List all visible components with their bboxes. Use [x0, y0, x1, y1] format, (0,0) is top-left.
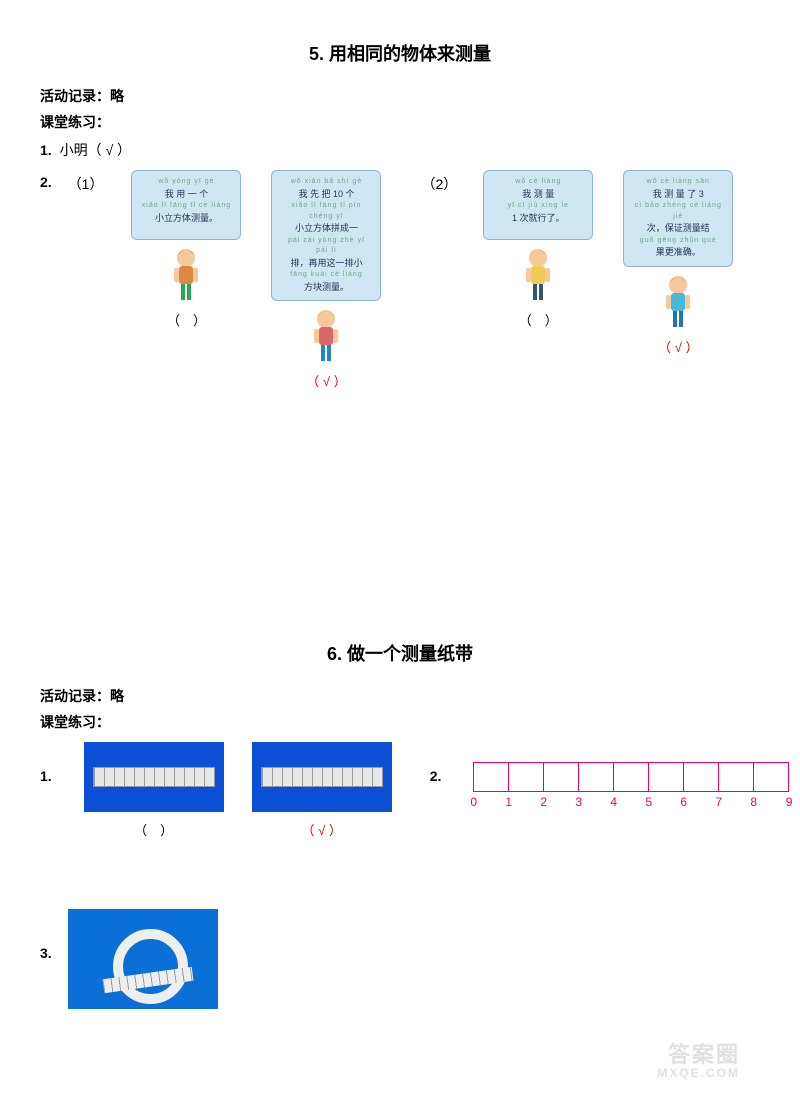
child-icon [518, 246, 558, 306]
tick-label: 4 [610, 795, 617, 809]
child-icon [166, 246, 206, 306]
q6-3-row: 3. [40, 909, 760, 1009]
tape-thumb [68, 909, 218, 1009]
number-line: 0123456789 [473, 762, 789, 792]
speech-bubble: wǒ xiān bǎ shí gè我 先 把 10 个xiǎo lì fāng … [271, 170, 381, 301]
speech-bubble: wǒ cè liáng我 测 量yī cì jiù xíng le1 次就行了。 [483, 170, 593, 240]
numberline-cell: 3 [579, 762, 614, 792]
ruler-thumb-a [84, 742, 224, 812]
ruler-mark-a: （ ） [134, 820, 173, 839]
q5-2-row: 2. （1） wǒ yòng yī gè我 用 一 个xiǎo lì fāng … [40, 170, 760, 390]
tick-label: 0 [470, 795, 477, 809]
child-block: wǒ yòng yī gè我 用 一 个xiǎo lì fāng tǐ cè l… [121, 170, 251, 329]
q5-1: 1. 小明（ √ ） [40, 140, 760, 160]
q5-2-sub2: （2） [421, 174, 457, 194]
tick-label: 2 [540, 795, 547, 809]
numberline-cell: 7 [719, 762, 754, 792]
child-icon [306, 307, 346, 367]
speech-bubble: wǒ yòng yī gè我 用 一 个xiǎo lì fāng tǐ cè l… [131, 170, 241, 240]
tape-roll-icon [103, 929, 183, 989]
numberline-cell: 0 [473, 762, 509, 792]
section5-title: 5. 用相同的物体来测量 [40, 40, 760, 66]
answer-mark: （ ） [167, 310, 206, 329]
speech-bubble: wǒ cè liáng sān我 测 量 了 3cì bǎo zhèng cè … [623, 170, 733, 267]
practice-label-6: 课堂练习： [40, 712, 760, 732]
ruler-mark-b: （ √ ） [302, 820, 342, 839]
watermark: 答案圈 MXQE.COM [657, 1043, 740, 1080]
answer-mark: （ ） [519, 310, 558, 329]
record-value: 略 [110, 88, 124, 104]
watermark-line2: MXQE.COM [657, 1067, 740, 1080]
record-line-5: 活动记录：略 [40, 86, 760, 106]
record-line-6: 活动记录：略 [40, 686, 760, 706]
watermark-line1: 答案圈 [657, 1043, 740, 1067]
record-label: 活动记录： [40, 88, 110, 104]
practice-label-5: 课堂练习： [40, 112, 760, 132]
q6-3-num: 3. [40, 945, 52, 961]
ruler-option-b: （ √ ） [252, 742, 392, 839]
section6-title: 6. 做一个测量纸带 [40, 640, 760, 666]
numberline-cell: 4 [614, 762, 649, 792]
q6-1-2-row: 1. （ ） （ √ ） 2. 0123456789 [40, 742, 760, 839]
numberline-cell: 89 [754, 762, 789, 792]
tick-label: 6 [680, 795, 687, 809]
child-block: wǒ cè liáng sān我 测 量 了 3cì bǎo zhèng cè … [613, 170, 743, 356]
record-label-6: 活动记录： [40, 688, 110, 704]
q5-2-num: 2. [40, 174, 52, 190]
tick-label: 5 [645, 795, 652, 809]
child-icon [658, 273, 698, 333]
answer-mark: （ √ ） [658, 337, 698, 356]
numberline-cell: 1 [509, 762, 544, 792]
q5-1-text: 小明（ √ ） [60, 142, 131, 158]
numberline-cell: 6 [684, 762, 719, 792]
q6-1-num: 1. [40, 768, 52, 784]
q6-2-num: 2. [430, 768, 442, 784]
numberline-cell: 5 [649, 762, 684, 792]
tick-label: 3 [575, 795, 582, 809]
ruler-option-a: （ ） [84, 742, 224, 839]
answer-mark: （ √ ） [306, 371, 346, 390]
q5-2-sub1: （1） [68, 174, 104, 194]
tick-label: 7 [715, 795, 722, 809]
record-value-6: 略 [110, 688, 124, 704]
numberline-cell: 2 [544, 762, 579, 792]
tick-label: 8 [750, 795, 757, 809]
number-line-wrap: 0123456789 [473, 762, 789, 792]
child-block: wǒ xiān bǎ shí gè我 先 把 10 个xiǎo lì fāng … [261, 170, 391, 390]
tick-label: 9 [786, 795, 793, 809]
ruler-thumb-b [252, 742, 392, 812]
q5-1-num: 1. [40, 142, 52, 158]
tick-label: 1 [505, 795, 512, 809]
child-block: wǒ cè liáng我 测 量yī cì jiù xíng le1 次就行了。… [473, 170, 603, 329]
